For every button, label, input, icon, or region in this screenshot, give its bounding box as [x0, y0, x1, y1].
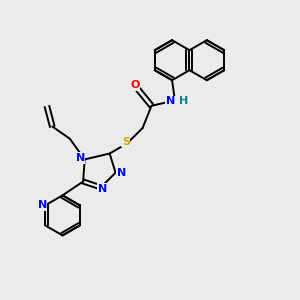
Text: H: H [179, 96, 188, 106]
Text: N: N [38, 200, 47, 210]
Text: N: N [117, 168, 126, 178]
Text: S: S [122, 137, 130, 147]
Text: N: N [98, 184, 107, 194]
Text: N: N [166, 96, 175, 106]
Text: N: N [76, 153, 85, 163]
Text: O: O [130, 80, 140, 90]
